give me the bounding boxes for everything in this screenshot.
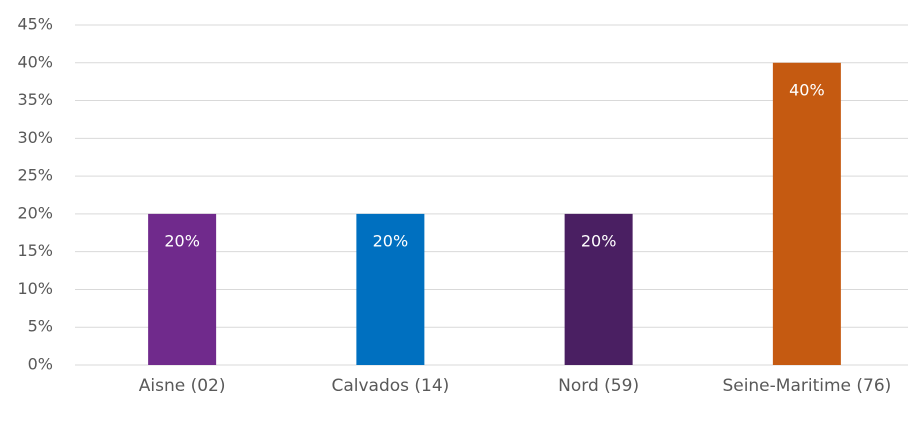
data-label: 20% [373, 231, 409, 250]
y-tick-label: 25% [17, 166, 53, 185]
y-tick-label: 40% [17, 52, 53, 71]
y-tick-label: 15% [17, 241, 53, 260]
y-tick-label: 5% [28, 317, 53, 336]
data-label: 20% [164, 231, 200, 250]
x-tick-label: Calvados (14) [331, 376, 450, 396]
y-tick-label: 45% [17, 15, 53, 34]
bar [148, 213, 217, 365]
data-label: 40% [789, 80, 825, 99]
data-label: 20% [581, 231, 617, 250]
x-tick-label: Aisne (02) [138, 376, 226, 396]
x-tick-label: Seine-Maritime (76) [722, 376, 892, 396]
bar [564, 213, 633, 365]
y-tick-label: 35% [17, 90, 53, 109]
y-tick-label: 30% [17, 128, 53, 147]
y-tick-label: 0% [28, 355, 53, 374]
bar [772, 62, 841, 366]
x-tick-label: Nord (59) [558, 376, 640, 396]
bar [356, 213, 425, 365]
y-tick-label: 10% [17, 279, 53, 298]
y-tick-label: 20% [17, 203, 53, 222]
